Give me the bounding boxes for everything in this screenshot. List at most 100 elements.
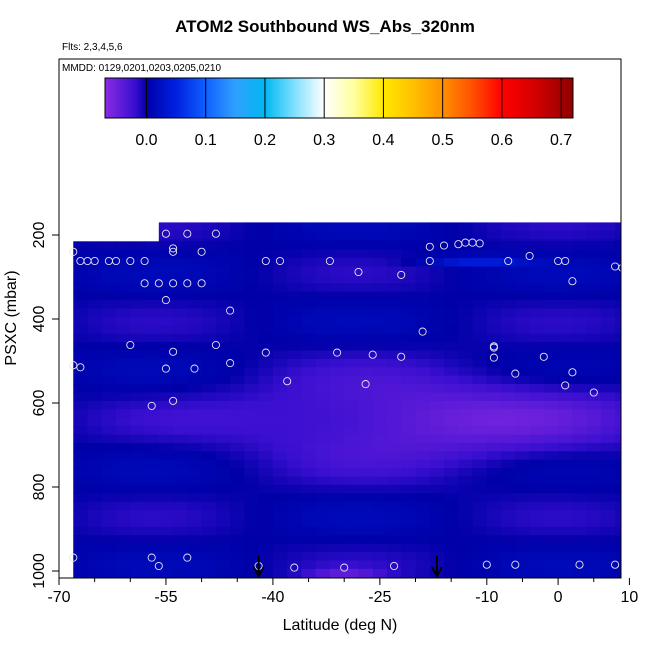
heatmap-cell [344, 518, 360, 528]
heatmap-cell [444, 434, 459, 444]
heatmap-cell [558, 367, 573, 377]
heatmap-cell [230, 258, 245, 268]
heatmap-cell [572, 476, 588, 486]
heatmap-cell [501, 358, 516, 368]
heatmap-cell [258, 249, 274, 259]
heatmap-cell [615, 510, 621, 520]
heatmap-cell [287, 493, 303, 503]
heatmap-cell [586, 493, 602, 503]
sample-point [154, 561, 163, 571]
heatmap-cell [272, 350, 288, 360]
heatmap-cell [629, 258, 644, 267]
heatmap-cell [529, 409, 545, 419]
heatmap-cell [158, 308, 174, 318]
heatmap-cell [600, 241, 616, 251]
heatmap-cell [272, 333, 288, 343]
sample-point [489, 353, 498, 362]
heatmap-cell [458, 442, 474, 452]
heatmap-cell [144, 484, 160, 494]
heatmap-cell [372, 266, 388, 276]
heatmap-cell [101, 358, 117, 368]
heatmap-cell [472, 291, 488, 301]
heatmap-cell [287, 409, 303, 419]
heatmap-cell [515, 316, 531, 326]
heatmap-cell [572, 468, 588, 478]
heatmap-cell [572, 459, 588, 469]
heatmap-cell [344, 239, 360, 242]
x-tick-label: -55 [154, 589, 177, 606]
heatmap-cell [315, 222, 331, 232]
heatmap-cell [201, 409, 217, 419]
heatmap-cell [615, 367, 621, 377]
sample-point [126, 340, 135, 350]
heatmap-cell [272, 510, 288, 520]
heatmap-cell [600, 451, 616, 461]
heatmap-cell [543, 543, 559, 553]
heatmap-cell [558, 568, 573, 578]
heatmap-cell [558, 476, 573, 486]
heatmap-cell [215, 434, 231, 444]
heatmap-cell [158, 552, 174, 562]
heatmap-cell [358, 291, 374, 301]
heatmap-cell [515, 484, 531, 494]
heatmap-cell [187, 426, 203, 436]
heatmap-cell [458, 249, 474, 259]
heatmap-cell [472, 442, 488, 452]
heatmap-cell [144, 358, 160, 368]
heatmap-cell [529, 535, 545, 545]
heatmap-cell [329, 493, 345, 503]
heatmap-cell [258, 222, 274, 232]
heatmap-cell [600, 316, 616, 326]
heatmap-cell [73, 300, 89, 310]
heatmap-cell [272, 241, 288, 251]
heatmap-cell [230, 291, 245, 301]
heatmap-cell [315, 350, 331, 360]
heatmap-cell [558, 392, 573, 402]
heatmap-cell [301, 501, 317, 511]
heatmap-cell [372, 434, 388, 444]
heatmap-cell [529, 358, 545, 368]
heatmap-cell [272, 300, 288, 310]
heatmap-cell [158, 258, 174, 268]
heatmap-cell [301, 342, 317, 352]
heatmap-cell [130, 300, 146, 310]
heatmap-cell [201, 434, 217, 444]
sample-point [161, 229, 170, 238]
heatmap-cell [644, 317, 650, 326]
colorbar-tick-label: 0.4 [372, 132, 394, 149]
heatmap-cell [429, 249, 445, 259]
heatmap-cell [73, 241, 89, 251]
heatmap-cell [358, 468, 374, 478]
heatmap-cell [629, 283, 644, 292]
heatmap-cell [130, 568, 146, 578]
heatmap-cell [401, 384, 417, 394]
heatmap-cell [215, 526, 231, 536]
heatmap-cell [472, 552, 488, 562]
heatmap-cell [344, 459, 360, 469]
heatmap-cell [572, 241, 588, 251]
heatmap-cell [230, 308, 245, 318]
heatmap-cell [230, 501, 245, 511]
heatmap-cell [600, 291, 616, 301]
heatmap-cell [501, 350, 516, 360]
heatmap-cell [116, 442, 131, 452]
heatmap-cell [444, 501, 459, 511]
heatmap-cell [116, 535, 131, 545]
heatmap-cell [629, 409, 644, 418]
heatmap-cell [272, 535, 288, 545]
heatmap-cell [158, 518, 174, 528]
heatmap-cell [344, 222, 360, 232]
heatmap-cell [287, 484, 303, 494]
heatmap-cell [258, 409, 274, 419]
heatmap-cell [515, 409, 531, 419]
sample-point [111, 256, 121, 266]
heatmap-cell [230, 417, 245, 427]
heatmap-cell [472, 300, 488, 310]
heatmap-cell [244, 426, 260, 436]
heatmap-cell [329, 417, 345, 427]
heatmap-cell [258, 375, 274, 385]
heatmap-cell [543, 266, 559, 276]
heatmap-cell [429, 526, 445, 536]
heatmap-cell [558, 409, 573, 419]
sample-point [211, 340, 220, 350]
